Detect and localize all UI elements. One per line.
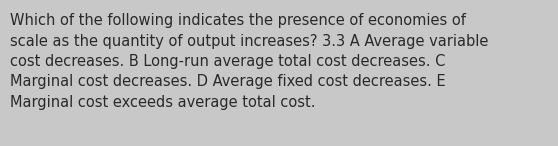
Text: Which of the following indicates the presence of economies of
scale as the quant: Which of the following indicates the pre… [10, 13, 488, 110]
